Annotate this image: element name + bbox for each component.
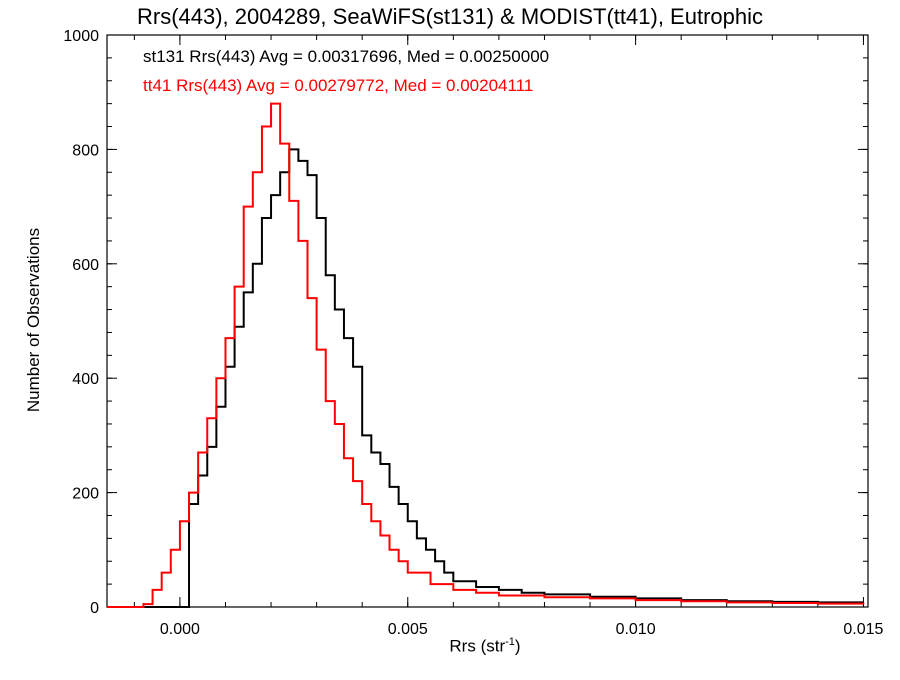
x-tick-label: 0.005	[388, 621, 428, 638]
y-tick-label: 800	[72, 142, 99, 159]
series-line-st131	[107, 148, 864, 608]
x-axis-label: Rrs (str-1)	[0, 636, 900, 657]
y-tick-label: 600	[72, 257, 99, 274]
legend-entry-tt41: tt41 Rrs(443) Avg = 0.00279772, Med = 0.…	[143, 76, 533, 95]
plot-frame	[106, 34, 869, 608]
chart-title: Rrs(443), 2004289, SeaWiFS(st131) & MODI…	[136, 4, 763, 29]
series-line-tt41	[107, 102, 865, 608]
y-tick-label: 400	[72, 371, 99, 388]
x-axis-label-main: Rrs (str	[449, 636, 506, 656]
x-tick-label: 0.010	[616, 621, 656, 638]
legend-entry-st131: st131 Rrs(443) Avg = 0.00317696, Med = 0…	[143, 47, 549, 66]
x-axis-label-sup: -1	[505, 636, 515, 648]
y-tick-label: 1000	[63, 28, 99, 45]
x-axis-label-end: )	[514, 636, 521, 656]
x-tick-label: 0.000	[160, 621, 200, 638]
y-tick-label: 200	[72, 486, 99, 503]
y-axis-label: Number of Observations	[24, 227, 43, 413]
y-tick-label: 0	[90, 600, 99, 617]
x-tick-label: 0.015	[843, 621, 883, 638]
